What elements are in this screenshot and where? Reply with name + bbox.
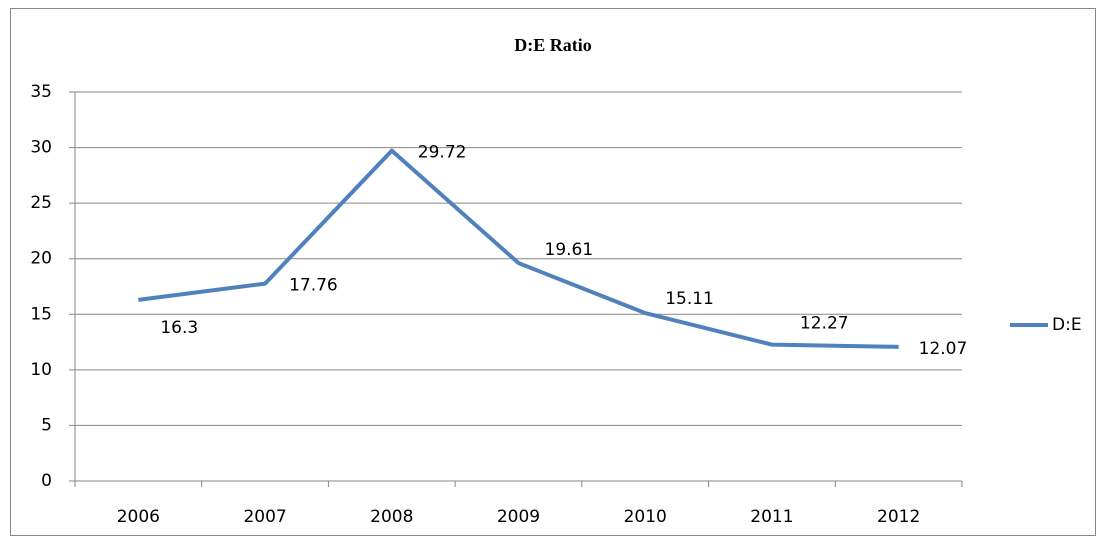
x-tick-label: 2006 xyxy=(117,507,160,527)
y-tick-label: 5 xyxy=(41,415,52,435)
legend-label: D:E xyxy=(1052,315,1082,335)
y-tick-label: 10 xyxy=(30,360,52,380)
y-tick-label: 25 xyxy=(30,193,52,213)
data-label: 19.61 xyxy=(545,240,594,260)
x-tick-label: 2009 xyxy=(497,507,540,527)
data-label: 12.07 xyxy=(919,339,968,359)
chart-title: D:E Ratio xyxy=(514,35,592,55)
y-tick-label: 15 xyxy=(30,304,52,324)
data-label: 12.27 xyxy=(800,314,849,334)
data-label: 29.72 xyxy=(418,143,467,163)
y-tick-label: 30 xyxy=(30,138,52,158)
x-tick-label: 2012 xyxy=(877,507,920,527)
x-tick-label: 2007 xyxy=(243,507,286,527)
data-label: 17.76 xyxy=(289,276,338,296)
x-tick-label: 2010 xyxy=(624,507,667,527)
data-label: 15.11 xyxy=(665,289,714,309)
data-label: 16.3 xyxy=(160,318,198,338)
y-tick-label: 35 xyxy=(30,82,52,102)
y-tick-label: 0 xyxy=(41,471,52,491)
data-line xyxy=(138,148,899,349)
x-tick-label: 2008 xyxy=(370,507,413,527)
x-tick-label: 2011 xyxy=(750,507,793,527)
y-tick-label: 20 xyxy=(30,249,52,269)
chart-border xyxy=(10,8,1096,536)
